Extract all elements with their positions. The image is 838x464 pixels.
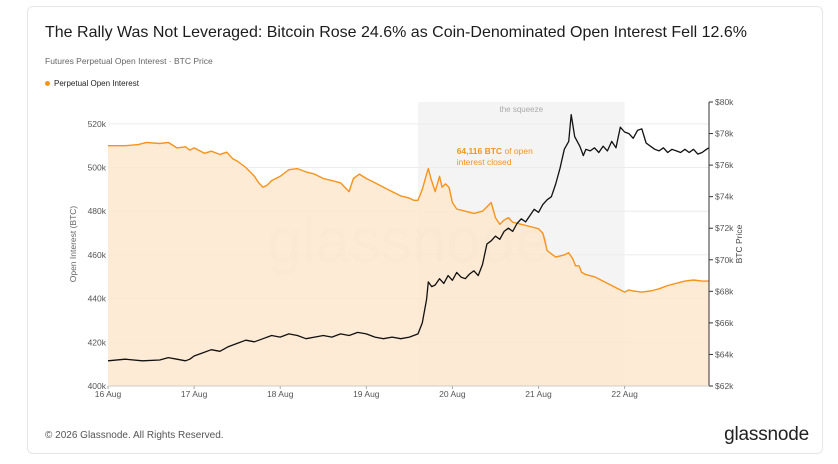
y-right-tick-label-7: $76k [715, 160, 734, 170]
y-right-tick-label-3: $68k [715, 286, 734, 296]
squeeze-label: the squeeze [499, 105, 543, 114]
annotation-rest: of open [502, 146, 533, 156]
y-right-tick-label-1: $64k [715, 349, 734, 359]
annotation-line-1: 64,116 BTC of open [457, 146, 533, 156]
y-left-tick-label-5: 500k [88, 163, 107, 173]
legend-label-open-interest: Perpetual Open Interest [54, 79, 139, 88]
chart-title: The Rally Was Not Leveraged: Bitcoin Ros… [45, 24, 747, 41]
open-interest-area [108, 142, 709, 386]
x-tick-label-6: 22 Aug [611, 389, 638, 399]
glassnode-logo[interactable]: glassnode [724, 424, 809, 445]
x-tick-label-3: 19 Aug [353, 389, 380, 399]
y-left-tick-label-6: 520k [88, 119, 107, 129]
copyright-text: © 2026 Glassnode. All Rights Reserved. [45, 430, 224, 441]
open-interest-line [108, 141, 709, 293]
y-left-tick-label-2: 440k [88, 294, 107, 304]
y-left-tick-label-1: 420k [88, 337, 107, 347]
annotation-bold-value: 64,116 BTC [457, 146, 502, 156]
y-right-tick-label-0: $62k [715, 381, 734, 391]
chart-subtitle: Futures Perpetual Open Interest · BTC Pr… [45, 56, 213, 66]
y-left-tick-label-0: 400k [88, 381, 107, 391]
x-tick-label-2: 18 Aug [267, 389, 294, 399]
x-tick-label-1: 17 Aug [181, 389, 208, 399]
y-right-tick-label-2: $66k [715, 318, 734, 328]
y-right-tick-label-5: $72k [715, 223, 734, 233]
x-tick-label-0: 16 Aug [95, 389, 122, 399]
y-right-axis-label: BTC Price [734, 224, 744, 263]
y-right-tick-label-4: $70k [715, 255, 734, 265]
y-right-tick-label-8: $78k [715, 129, 734, 139]
y-left-tick-label-3: 460k [88, 250, 107, 260]
btc-price-line [107, 113, 710, 362]
y-right-tick-label-6: $74k [715, 192, 734, 202]
x-tick-label-4: 20 Aug [439, 389, 466, 399]
annotation-line-2: interest closed [457, 157, 512, 167]
legend[interactable]: Perpetual Open Interest [45, 79, 139, 88]
x-tick-label-5: 21 Aug [525, 389, 552, 399]
y-left-axis-label: Open Interest (BTC) [68, 206, 78, 283]
y-right-tick-label-9: $80k [715, 97, 734, 107]
y-left-tick-label-4: 480k [88, 206, 107, 216]
legend-dot-icon [45, 81, 50, 86]
